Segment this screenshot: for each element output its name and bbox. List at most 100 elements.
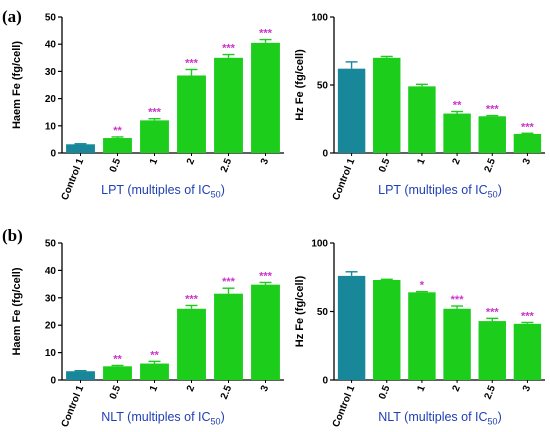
- bar: [408, 86, 436, 153]
- y-tick-label: 100: [311, 13, 328, 24]
- x-tick-label: 3: [259, 384, 271, 394]
- x-axis-label-subscript: 50: [211, 190, 221, 200]
- significance-marker: **: [113, 353, 122, 365]
- y-tick-label: 50: [45, 239, 57, 250]
- chart-4: 0 50 100 Hz Fe (fg/cell) Control 1 0.5 * 1 *** 2 *…: [294, 239, 545, 429]
- y-axis-label: Hz Fe (fg/cell): [294, 275, 306, 347]
- bar: [513, 133, 542, 153]
- x-tick-label: 2: [451, 384, 463, 394]
- x-axis-label-end: ): [498, 410, 502, 424]
- chart-2: 0 50 100 Hz Fe (fg/cell) Control 1 0.5 1 ** 2 ***…: [294, 13, 545, 202]
- x-axis-label-end: ): [221, 410, 225, 424]
- y-tick-label: 0: [322, 149, 328, 160]
- chart-1: 0 10 20 30 40 50 Haem Fe (fg/cell) Control 1 ** 0…: [11, 13, 284, 202]
- bar: [337, 68, 366, 153]
- y-tick-label: 30: [45, 293, 57, 304]
- x-tick-label: 0.5: [108, 157, 124, 174]
- panel-label-b: (b): [2, 226, 23, 245]
- x-axis-label: LPT (multiples of IC50): [378, 183, 502, 200]
- significance-marker: ***: [222, 276, 236, 288]
- x-tick-label: 0.5: [377, 157, 393, 174]
- bar: [66, 144, 95, 153]
- y-tick-label: 100: [311, 239, 328, 250]
- significance-marker: *: [420, 280, 425, 292]
- y-tick-label: 50: [317, 307, 329, 318]
- x-tick-label: 3: [521, 384, 533, 394]
- significance-marker: ***: [185, 293, 199, 305]
- significance-marker: ***: [148, 107, 162, 119]
- y-tick-label: 30: [45, 67, 57, 78]
- y-tick-label: 0: [50, 376, 56, 387]
- x-axis-label-end: ): [498, 183, 502, 197]
- significance-marker: ***: [521, 310, 535, 322]
- bar: [513, 323, 542, 380]
- bar: [251, 284, 280, 380]
- bar: [443, 113, 471, 153]
- significance-marker: ***: [451, 294, 465, 306]
- significance-marker: ***: [486, 104, 500, 116]
- significance-marker: ***: [259, 270, 273, 282]
- x-axis-label-end: ): [221, 183, 225, 197]
- x-axis-label-text: NLT (multiples of IC: [378, 410, 487, 424]
- y-tick-label: 50: [45, 13, 57, 24]
- x-tick-label: Control 1: [60, 157, 87, 202]
- bar: [140, 120, 169, 153]
- x-tick-label: 1: [415, 384, 427, 394]
- y-axis-label: Hz Fe (fg/cell): [294, 49, 306, 121]
- bar: [373, 57, 401, 153]
- x-tick-label: 1: [148, 157, 160, 167]
- y-tick-label: 40: [45, 40, 57, 51]
- panel-label-a: (a): [2, 7, 22, 26]
- y-axis-label: Haem Fe (fg/cell): [11, 41, 23, 129]
- x-tick-label: 2: [451, 157, 463, 167]
- y-tick-label: 10: [45, 348, 57, 359]
- x-tick-label: 0.5: [108, 384, 124, 401]
- x-axis-label-subscript: 50: [488, 190, 498, 200]
- x-tick-label: 2.5: [219, 384, 235, 401]
- bar: [66, 371, 95, 380]
- x-axis-label: NLT (multiples of IC50): [101, 410, 224, 427]
- bar: [177, 308, 206, 380]
- y-tick-label: 20: [45, 94, 57, 105]
- x-tick-label: 1: [415, 157, 427, 167]
- y-tick-label: 40: [45, 266, 57, 277]
- bar: [103, 366, 132, 380]
- bar: [337, 275, 366, 380]
- bar: [373, 279, 401, 380]
- x-axis-label-subscript: 50: [211, 417, 221, 427]
- y-tick-label: 20: [45, 321, 57, 332]
- y-tick-label: 50: [317, 81, 329, 92]
- x-tick-label: 2.5: [483, 157, 499, 174]
- x-tick-label: 2.5: [483, 384, 499, 401]
- x-tick-label: 2.5: [219, 157, 235, 174]
- significance-marker: ***: [185, 57, 199, 69]
- x-tick-label: 0.5: [377, 384, 393, 401]
- x-tick-label: 2: [185, 384, 197, 394]
- y-tick-label: 10: [45, 121, 57, 132]
- bar: [443, 308, 471, 380]
- bar: [251, 42, 280, 154]
- y-tick-label: 0: [50, 149, 56, 160]
- significance-marker: ***: [486, 306, 500, 318]
- x-axis-label: NLT (multiples of IC50): [378, 410, 501, 427]
- bar: [177, 75, 206, 153]
- x-axis-label-subscript: 50: [488, 417, 498, 427]
- x-tick-label: 2: [185, 157, 197, 167]
- x-tick-label: 3: [521, 157, 533, 167]
- bar: [478, 321, 506, 380]
- x-tick-label: 3: [259, 157, 271, 167]
- x-tick-label: Control 1: [331, 384, 358, 429]
- significance-marker: ***: [259, 28, 273, 40]
- x-axis-label: LPT (multiples of IC50): [101, 183, 225, 200]
- significance-marker: **: [453, 100, 462, 112]
- significance-marker: **: [113, 125, 122, 137]
- x-axis-label-text: LPT (multiples of IC: [378, 183, 488, 197]
- bar: [408, 292, 436, 380]
- x-tick-label: Control 1: [60, 384, 87, 429]
- chart-3: 0 10 20 30 40 50 Haem Fe (fg/cell) Control 1 ** 0…: [11, 239, 284, 429]
- significance-marker: **: [150, 349, 159, 361]
- bar: [214, 57, 243, 153]
- bar: [214, 293, 243, 380]
